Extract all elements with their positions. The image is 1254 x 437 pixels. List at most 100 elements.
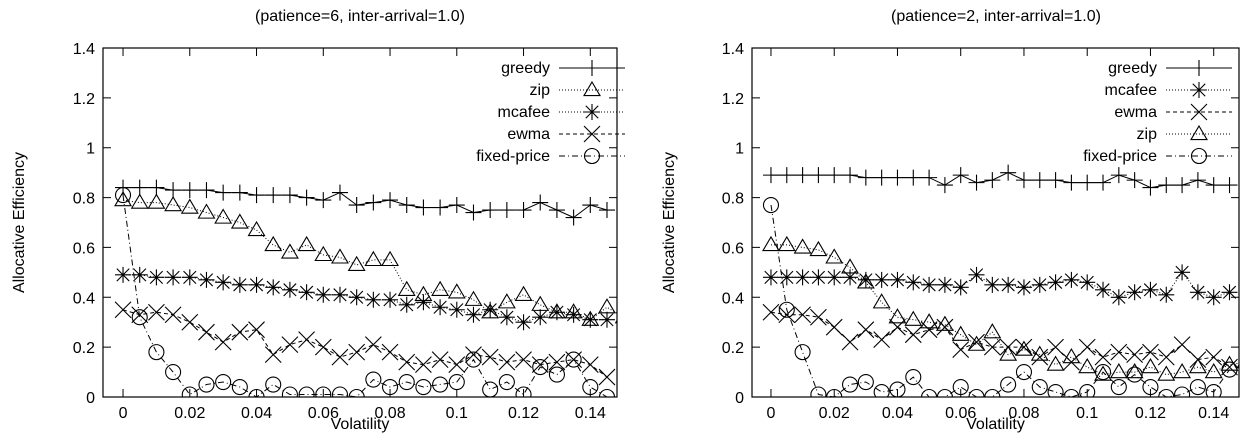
point-mcafee: [873, 271, 890, 288]
point-ewma: [515, 351, 532, 368]
point-greedy: [548, 202, 565, 219]
series-line-zip: [122, 199, 617, 321]
point-fixed-price: [1047, 383, 1064, 397]
legend-marker-zip: [583, 80, 601, 97]
point-zip: [264, 235, 283, 252]
point-zip: [1109, 362, 1128, 379]
y-tick-label: 0: [86, 390, 95, 407]
point-zip: [856, 273, 875, 289]
point-zip: [147, 193, 166, 209]
point-fixed-price: [794, 344, 811, 361]
point-ewma: [1031, 348, 1049, 366]
point-ewma: [415, 356, 432, 373]
point-ewma: [548, 353, 566, 371]
point-greedy: [382, 192, 399, 209]
legend-label-ewma: ewma: [1114, 104, 1157, 121]
point-ewma: [1126, 346, 1144, 364]
series-line-ewma: [122, 309, 608, 378]
point-greedy: [215, 184, 232, 201]
point-fixed-price: [415, 378, 432, 396]
point-mcafee: [1015, 279, 1032, 296]
point-ewma: [889, 318, 906, 336]
point-mcafee: [398, 296, 415, 313]
point-ewma: [1047, 338, 1064, 356]
point-zip: [464, 290, 483, 306]
point-greedy: [1174, 177, 1191, 194]
y-tick-label: 0.2: [73, 340, 95, 357]
series-line-zip: [771, 244, 1239, 376]
point-fixed-price: [1079, 383, 1096, 397]
x-tick-label: 0.12: [1135, 405, 1166, 422]
point-greedy: [1221, 177, 1238, 194]
point-zip: [1173, 362, 1192, 379]
point-mcafee: [794, 269, 811, 286]
chart-panel-2: (patience=2, inter-arrival=1.0) 0 0.2 0.4 0.…: [661, 8, 1240, 433]
point-greedy: [778, 167, 795, 184]
point-greedy: [873, 169, 890, 186]
y-axis-title: Allocative Efficiency: [661, 152, 678, 293]
point-ewma: [264, 346, 282, 364]
point-zip: [130, 193, 149, 209]
point-greedy: [1189, 172, 1206, 189]
point-ewma: [1221, 358, 1238, 376]
y-tick-label: 0.4: [722, 290, 744, 307]
y-tick-label: 0.4: [73, 290, 95, 307]
point-ewma: [114, 301, 132, 319]
point-mcafee: [1110, 289, 1127, 306]
point-fixed-price: [248, 388, 265, 397]
point-fixed-price: [826, 388, 843, 397]
point-zip: [514, 285, 533, 301]
point-zip: [164, 195, 183, 212]
point-fixed-price: [905, 369, 922, 386]
point-greedy: [857, 169, 874, 186]
point-ewma: [810, 308, 827, 326]
y-tick-label: 0.8: [722, 191, 744, 208]
y-tick-label: 1: [735, 141, 744, 158]
point-ewma: [1157, 348, 1175, 366]
point-mcafee: [1174, 264, 1191, 281]
point-zip: [531, 295, 550, 311]
point-fixed-price: [482, 381, 499, 397]
point-fixed-price: [968, 388, 985, 397]
point-fixed-price: [448, 373, 465, 391]
point-zip: [180, 198, 199, 214]
series-line-fixed-price: [770, 204, 1230, 397]
point-mcafee: [1095, 281, 1112, 298]
legend-label-mcafee: mcafee: [498, 104, 551, 121]
point-fixed-price: [582, 378, 599, 396]
point-fixed-price: [1174, 386, 1191, 397]
legend-label-greedy: greedy: [501, 60, 550, 77]
point-greedy: [465, 204, 482, 221]
x-tick-label: 0.08: [1008, 405, 1039, 422]
point-fixed-price: [889, 381, 906, 397]
point-fixed-price: [1126, 366, 1143, 383]
legend-marker-fixed-price: [1190, 147, 1208, 165]
point-mcafee: [826, 269, 843, 286]
point-fixed-price: [215, 373, 232, 391]
point-fixed-price: [548, 366, 565, 383]
point-greedy: [582, 197, 599, 214]
legend: greedy zip mcafee ewma fixed-price: [476, 60, 625, 165]
point-fixed-price: [952, 378, 969, 396]
point-ewma: [465, 346, 482, 364]
point-zip: [347, 255, 366, 272]
y-tick-label: 1.4: [722, 41, 744, 58]
x-tick-label: 0.08: [374, 405, 405, 422]
x-axis-title: Volatility: [966, 416, 1025, 433]
point-greedy: [1031, 172, 1048, 189]
point-greedy: [315, 192, 332, 209]
point-mcafee: [415, 294, 432, 311]
point-mcafee: [181, 269, 198, 286]
point-ewma: [1142, 343, 1159, 361]
point-greedy: [762, 167, 779, 184]
y-tick-label: 0.8: [73, 191, 95, 208]
point-zip: [397, 280, 416, 296]
point-mcafee: [905, 274, 922, 291]
point-greedy: [432, 199, 449, 216]
point-mcafee: [952, 279, 969, 296]
point-mcafee: [265, 279, 282, 296]
point-greedy: [515, 202, 532, 219]
legend-label-mcafee: mcafee: [1105, 82, 1158, 99]
point-mcafee: [810, 269, 827, 286]
point-greedy: [165, 182, 182, 199]
